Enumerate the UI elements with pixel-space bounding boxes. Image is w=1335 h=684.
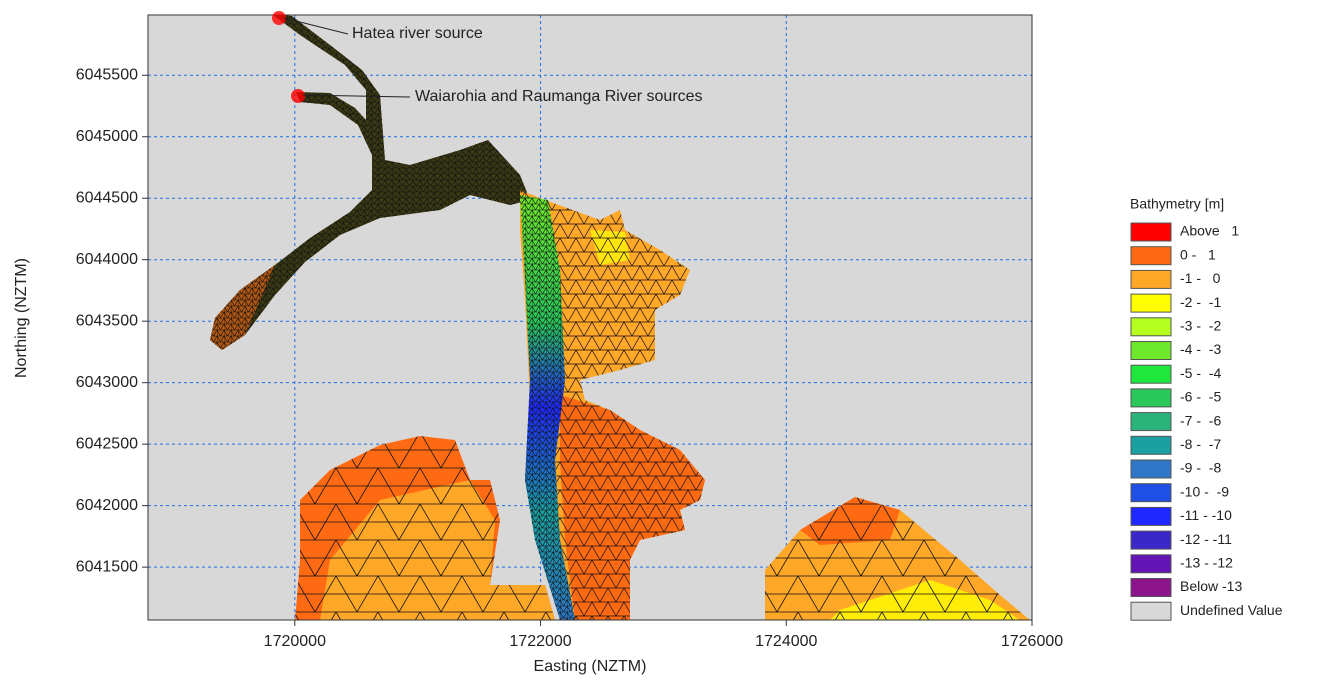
legend-swatch bbox=[1131, 602, 1171, 620]
legend-label: 0 - 1 bbox=[1180, 246, 1216, 262]
y-tick-label: 6043000 bbox=[76, 374, 138, 391]
legend-label: Above 1 bbox=[1180, 223, 1239, 239]
y-tick-label: 6042000 bbox=[76, 497, 138, 514]
annotation: Waiarohia and Raumanga River sources bbox=[415, 88, 703, 105]
x-tick-label: 1724000 bbox=[755, 633, 817, 650]
x-axis-label: Easting (NZTM) bbox=[534, 658, 647, 675]
legend-swatch bbox=[1131, 318, 1171, 336]
legend-swatch bbox=[1131, 507, 1171, 525]
y-tick-label: 6041500 bbox=[76, 558, 138, 575]
legend-swatch bbox=[1131, 484, 1171, 502]
figure: Hatea river source Waiarohia and Raumang… bbox=[0, 0, 1335, 684]
legend-label: -4 - -3 bbox=[1180, 341, 1221, 357]
x-tick-label: 1720000 bbox=[264, 633, 326, 650]
legend-swatch bbox=[1131, 460, 1171, 478]
source-marker bbox=[291, 89, 305, 103]
legend-label: -12 - -11 bbox=[1180, 531, 1232, 547]
y-tick-label: 6043500 bbox=[76, 312, 138, 329]
y-tick-label: 6044000 bbox=[76, 251, 138, 268]
y-tick-label: 6045500 bbox=[76, 66, 138, 83]
legend-label: Undefined Value bbox=[1180, 602, 1283, 618]
legend-swatch bbox=[1131, 413, 1171, 431]
y-axis-label: Northing (NZTM) bbox=[13, 258, 30, 378]
legend-swatch bbox=[1131, 223, 1171, 241]
legend-swatch bbox=[1131, 365, 1171, 383]
legend-label: -6 - -5 bbox=[1180, 389, 1221, 405]
legend-swatch bbox=[1131, 579, 1171, 597]
legend-label: -1 - 0 bbox=[1180, 270, 1221, 286]
legend-swatch bbox=[1131, 531, 1171, 549]
y-tick-label: 6045000 bbox=[76, 128, 138, 145]
x-tick-label: 1726000 bbox=[1001, 633, 1063, 650]
legend-label: -13 - -12 bbox=[1180, 555, 1233, 571]
legend-label: -7 - -6 bbox=[1180, 412, 1221, 428]
legend-label: -9 - -8 bbox=[1180, 460, 1221, 476]
legend-swatch bbox=[1131, 247, 1171, 265]
legend-label: -10 - -9 bbox=[1180, 483, 1229, 499]
y-tick-label: 6042500 bbox=[76, 435, 138, 452]
legend-swatch bbox=[1131, 555, 1171, 573]
legend: Bathymetry [m] Above 1 0 - 1 -1 - 0 -2 - -1… bbox=[1130, 196, 1283, 620]
legend-label: -11 - -10 bbox=[1180, 507, 1232, 523]
legend-label: Below -13 bbox=[1180, 578, 1242, 594]
legend-title: Bathymetry [m] bbox=[1130, 196, 1224, 212]
y-tick-label: 6044500 bbox=[76, 189, 138, 206]
legend-swatch bbox=[1131, 436, 1171, 454]
legend-label: -8 - -7 bbox=[1180, 436, 1221, 452]
legend-label: -5 - -4 bbox=[1180, 365, 1221, 381]
legend-swatch bbox=[1131, 294, 1171, 312]
legend-swatch bbox=[1131, 389, 1171, 407]
x-tick-label: 1722000 bbox=[509, 633, 571, 650]
annotation: Hatea river source bbox=[352, 25, 483, 42]
legend-swatch bbox=[1131, 270, 1171, 288]
legend-label: -2 - -1 bbox=[1180, 294, 1221, 310]
source-marker bbox=[272, 11, 286, 25]
legend-swatch bbox=[1131, 342, 1171, 360]
legend-label: -3 - -2 bbox=[1180, 318, 1221, 334]
